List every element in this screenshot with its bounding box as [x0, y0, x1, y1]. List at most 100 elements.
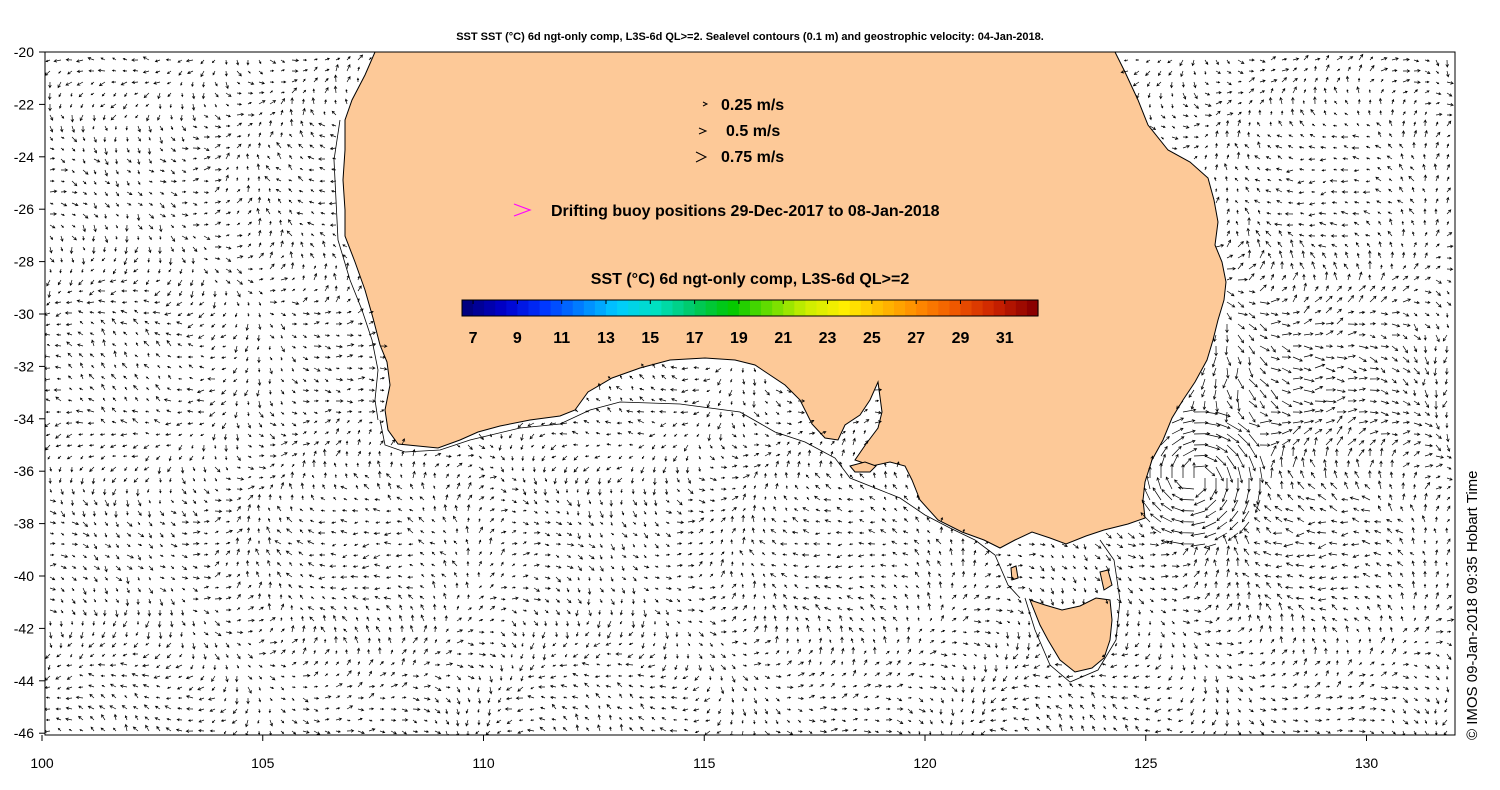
velocity-vector [203, 509, 209, 512]
velocity-vector [1314, 57, 1321, 61]
velocity-vector [115, 543, 119, 548]
velocity-vector [1237, 301, 1245, 308]
velocity-vector [137, 202, 143, 206]
velocity-vector [674, 433, 678, 437]
velocity-vector [1380, 312, 1389, 316]
velocity-vector [191, 257, 195, 265]
velocity-vector [1171, 445, 1182, 457]
velocity-vector [100, 444, 106, 449]
velocity-vector [126, 158, 132, 163]
velocity-vector [1378, 131, 1382, 138]
velocity-vector [82, 202, 88, 205]
velocity-vector [541, 664, 546, 668]
velocity-vector [268, 518, 271, 523]
velocity-vector [643, 598, 646, 604]
velocity-vector [478, 485, 484, 490]
velocity-vector [1312, 637, 1316, 644]
velocity-vector [335, 683, 343, 688]
velocity-vector [1275, 145, 1283, 149]
velocity-vector [1281, 411, 1291, 417]
velocity-vector [620, 598, 623, 604]
velocity-vector [300, 120, 304, 127]
velocity-vector [489, 596, 497, 600]
velocity-vector [71, 488, 75, 495]
velocity-vector [82, 499, 89, 506]
velocity-vector [313, 661, 319, 666]
velocity-vector [1411, 570, 1415, 578]
velocity-vector [142, 684, 150, 688]
velocity-vector [247, 675, 253, 680]
velocity-vector [1259, 685, 1266, 688]
velocity-vector [1046, 664, 1052, 668]
velocity-vector [112, 454, 117, 458]
velocity-vector [1182, 429, 1196, 435]
velocity-vector [125, 125, 128, 131]
velocity-vector [247, 290, 253, 294]
velocity-vector [1358, 410, 1368, 414]
velocity-vector [1138, 564, 1146, 568]
velocity-vector [134, 246, 139, 254]
velocity-vector [324, 367, 333, 372]
velocity-vector [929, 697, 934, 701]
velocity-vector [302, 625, 306, 633]
velocity-vector [1389, 626, 1393, 633]
velocity-vector [390, 662, 395, 666]
velocity-vector [817, 615, 821, 622]
velocity-vector [257, 528, 261, 534]
velocity-vector [1435, 549, 1439, 556]
velocity-vector [1253, 503, 1261, 512]
velocity-vector [375, 542, 381, 546]
velocity-vector [89, 332, 95, 336]
velocity-vector [1182, 408, 1197, 413]
velocity-vector [588, 609, 592, 617]
velocity-vector [1423, 526, 1428, 534]
velocity-vector [236, 593, 241, 600]
velocity-vector [1297, 180, 1305, 184]
velocity-vector [654, 609, 661, 615]
velocity-vector [277, 152, 282, 160]
velocity-vector [319, 179, 326, 183]
velocity-vector [654, 554, 660, 557]
velocity-vector [1161, 528, 1173, 534]
velocity-vector [881, 597, 887, 600]
velocity-vector [1248, 334, 1255, 342]
velocity-vector [115, 169, 119, 175]
velocity-vector [783, 604, 788, 611]
velocity-vector [951, 653, 957, 656]
velocity-vector [88, 642, 95, 648]
velocity-vector [98, 705, 106, 710]
velocity-vector [870, 585, 876, 589]
velocity-vector [962, 664, 967, 671]
velocity-vector [49, 189, 58, 194]
velocity-vector [544, 620, 547, 627]
velocity-vector [1212, 367, 1217, 377]
velocity-vector [1083, 565, 1088, 570]
velocity-vector [693, 411, 700, 416]
velocity-vector [1378, 241, 1382, 248]
velocity-vector [291, 241, 295, 248]
velocity-vector [225, 167, 230, 171]
velocity-vector [203, 553, 209, 556]
velocity-vector [258, 444, 265, 448]
velocity-vector [104, 510, 108, 516]
velocity-vector [1446, 582, 1450, 589]
velocity-vector [247, 279, 254, 283]
velocity-vector [280, 686, 284, 691]
velocity-vector [918, 708, 926, 713]
velocity-vector [720, 551, 725, 556]
velocity-vector [511, 552, 517, 556]
velocity-vector [299, 223, 304, 226]
velocity-vector [214, 144, 221, 149]
velocity-vector [914, 571, 920, 578]
velocity-vector [93, 554, 99, 561]
velocity-vector [49, 235, 54, 240]
velocity-vector [1391, 286, 1396, 292]
velocity-vector [335, 410, 342, 414]
velocity-vector [346, 354, 354, 358]
velocity-vector [368, 707, 375, 711]
velocity-vector [136, 488, 140, 497]
velocity-vector [233, 356, 238, 359]
velocity-vector [375, 626, 381, 633]
velocity-vector [606, 443, 612, 446]
velocity-vector [77, 310, 84, 314]
